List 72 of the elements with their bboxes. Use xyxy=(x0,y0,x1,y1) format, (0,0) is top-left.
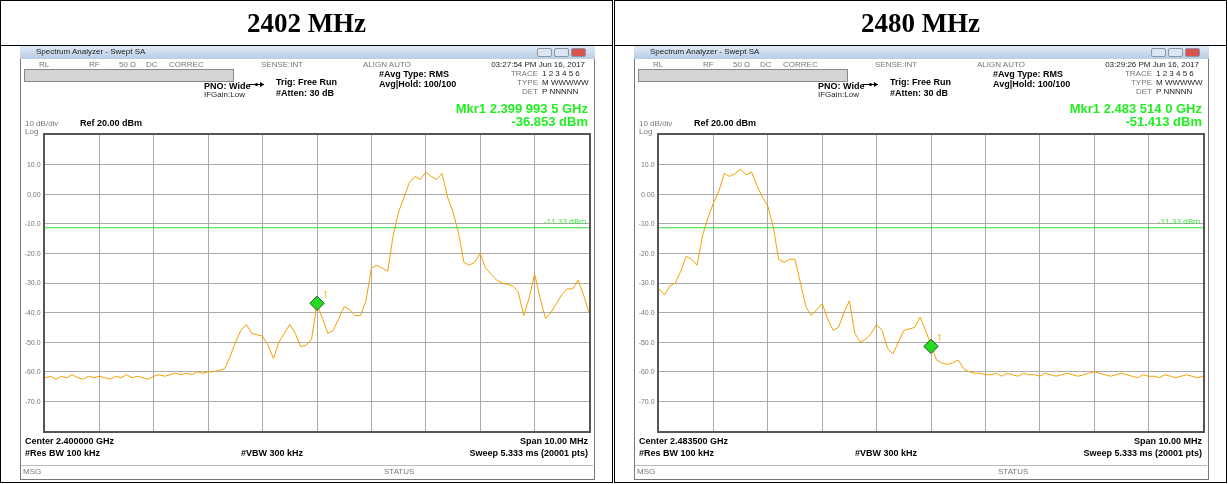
text: #Atten: 30 dB xyxy=(276,88,335,98)
text: Center 2.400000 GHz xyxy=(25,436,115,446)
text: Log xyxy=(25,127,39,136)
text: PNO: Wide xyxy=(818,81,865,91)
text: #Avg Type: RMS xyxy=(379,69,450,79)
text: #VBW 300 kHz xyxy=(855,448,918,458)
text: Mkr1 2.399 993 5 GHz xyxy=(455,101,588,116)
text: 10 dB/div xyxy=(25,119,59,128)
text: Avg|Hold: 100/100 xyxy=(379,79,457,89)
chart-title: 2402 MHz xyxy=(1,1,612,46)
text: TYPE xyxy=(1131,78,1152,87)
text: Ref 20.00 dBm xyxy=(694,118,757,128)
text: 50 Ω xyxy=(733,60,751,69)
text: P NNNNN xyxy=(1156,87,1193,96)
text: MSG xyxy=(637,467,656,476)
text: STATUS xyxy=(998,467,1029,476)
text: RL xyxy=(39,60,50,69)
text: TRACE xyxy=(1124,69,1152,78)
text: Mkr1 2.483 514 0 GHz xyxy=(1069,101,1202,116)
text: Span 10.00 MHz xyxy=(519,436,588,446)
text: DET xyxy=(522,87,538,96)
text: M WWWWW xyxy=(1156,78,1203,87)
text: Trig: Free Run xyxy=(276,77,338,87)
text: MSG xyxy=(23,467,42,476)
text: 1 2 3 4 5 6 xyxy=(1156,69,1194,78)
text: RF xyxy=(703,60,714,69)
chart-title: 2480 MHz xyxy=(615,1,1226,46)
text: 03:29:26 PM Jun 16, 2017 xyxy=(1105,60,1199,69)
text: DET xyxy=(1136,87,1152,96)
text: -51.413 dBm xyxy=(1125,114,1202,129)
text: RL xyxy=(653,60,664,69)
text: ALIGN AUTO xyxy=(977,60,1025,69)
text: #VBW 300 kHz xyxy=(241,448,304,458)
text: ALIGN AUTO xyxy=(363,60,411,69)
text: -36.853 dBm xyxy=(511,114,588,129)
text: CORREC xyxy=(169,60,204,69)
ref-line-label: -11.33 dBm xyxy=(544,215,587,226)
text: DC xyxy=(146,60,158,69)
text: 03:27:54 PM Jun 16, 2017 xyxy=(491,60,585,69)
text: Log xyxy=(639,127,653,136)
text: 10 dB/div xyxy=(639,119,673,128)
text: 1 2 3 4 5 6 xyxy=(542,69,580,78)
text: #Avg Type: RMS xyxy=(993,69,1064,79)
text: RF xyxy=(89,60,100,69)
annotation: 1 xyxy=(323,288,329,301)
text: Center 2.483500 GHz xyxy=(639,436,729,446)
text: SENSE:INT xyxy=(261,60,304,69)
text: IFGain:Low xyxy=(204,90,245,99)
text: Span 10.00 MHz xyxy=(1133,436,1202,446)
ref-line-label: -11.33 dBm xyxy=(1158,215,1201,226)
text: Avg|Hold: 100/100 xyxy=(993,79,1071,89)
text: M WWWWW xyxy=(542,78,589,87)
text: Trig: Free Run xyxy=(890,77,952,87)
annotation: 1 xyxy=(937,331,943,344)
text: TRACE xyxy=(510,69,538,78)
text: P NNNNN xyxy=(542,87,579,96)
text: Sweep 5.333 ms (20001 pts) xyxy=(469,448,588,458)
text: #Res BW 100 kHz xyxy=(639,448,715,458)
text: IFGain:Low xyxy=(818,90,859,99)
text: PNO: Wide xyxy=(204,81,251,91)
text: Spectrum Analyzer - Swept SA xyxy=(36,47,146,56)
text: #Res BW 100 kHz xyxy=(25,448,101,458)
text: TYPE xyxy=(517,78,538,87)
text: STATUS xyxy=(384,467,415,476)
text: CORREC xyxy=(783,60,818,69)
text: Ref 20.00 dBm xyxy=(80,118,143,128)
text: #Atten: 30 dB xyxy=(890,88,949,98)
text: SENSE:INT xyxy=(875,60,918,69)
text: Sweep 5.333 ms (20001 pts) xyxy=(1083,448,1202,458)
text: Spectrum Analyzer - Swept SA xyxy=(650,47,760,56)
text: 50 Ω xyxy=(119,60,137,69)
text: DC xyxy=(760,60,772,69)
